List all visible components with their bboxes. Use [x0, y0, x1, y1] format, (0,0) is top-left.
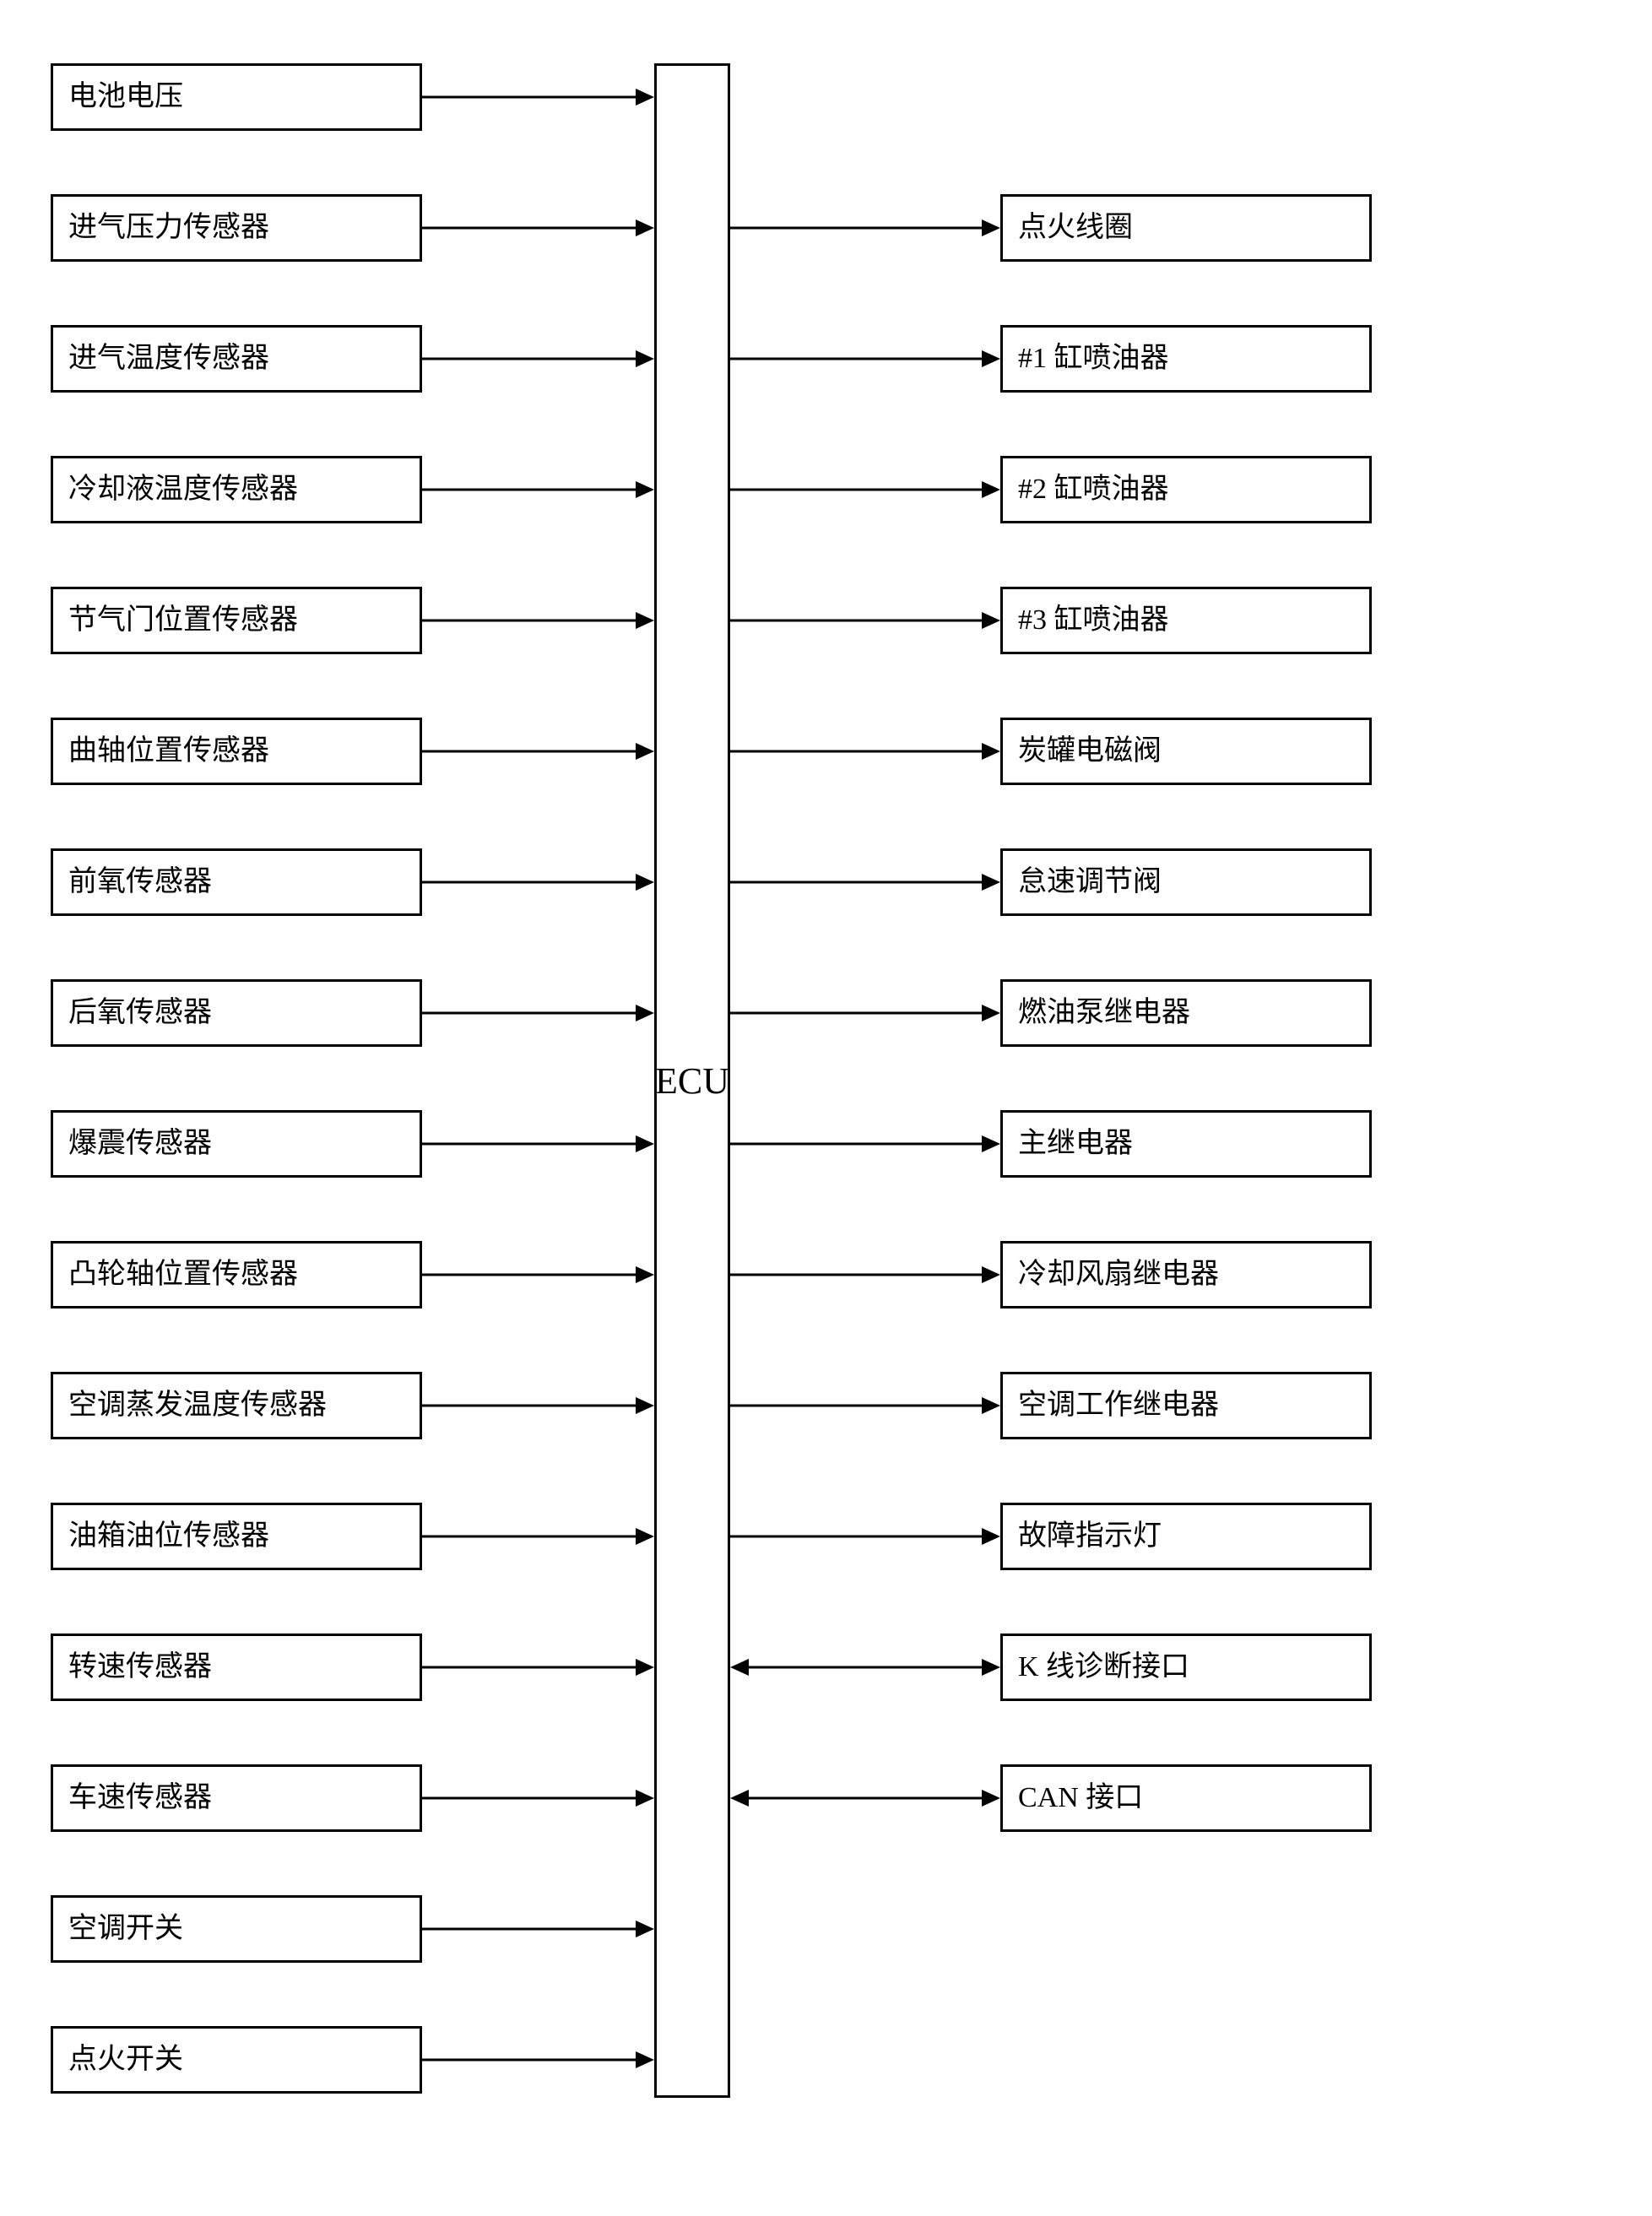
input-box: 进气压力传感器	[51, 194, 422, 262]
output-box: K 线诊断接口	[1000, 1634, 1372, 1701]
input-label: 后氧传感器	[68, 999, 212, 1027]
input-label: 点火开关	[68, 2045, 183, 2074]
ecu-block-diagram: ECU 电池电压进气压力传感器进气温度传感器冷却液温度传感器节气门位置传感器曲轴…	[25, 25, 1627, 2191]
input-box: 进气温度传感器	[51, 325, 422, 393]
input-box: 转速传感器	[51, 1634, 422, 1701]
input-box: 空调开关	[51, 1895, 422, 1963]
input-label: 进气温度传感器	[68, 344, 269, 373]
output-box: 燃油泵继电器	[1000, 979, 1372, 1047]
input-label: 冷却液温度传感器	[68, 475, 298, 504]
output-label: 冷却风扇继电器	[1018, 1260, 1219, 1289]
ecu-central-block: ECU	[654, 63, 730, 2098]
output-box: #3 缸喷油器	[1000, 587, 1372, 654]
output-box: 空调工作继电器	[1000, 1372, 1372, 1439]
output-label: #1 缸喷油器	[1018, 344, 1169, 373]
output-label: 故障指示灯	[1018, 1522, 1162, 1551]
input-label: 油箱油位传感器	[68, 1522, 269, 1551]
output-box: 怠速调节阀	[1000, 848, 1372, 916]
input-box: 冷却液温度传感器	[51, 456, 422, 523]
input-label: 车速传感器	[68, 1784, 212, 1812]
input-label: 爆震传感器	[68, 1130, 212, 1158]
output-box: 冷却风扇继电器	[1000, 1241, 1372, 1308]
input-label: 凸轮轴位置传感器	[68, 1260, 298, 1289]
output-box: 点火线圈	[1000, 194, 1372, 262]
input-label: 空调蒸发温度传感器	[68, 1391, 327, 1420]
input-label: 节气门位置传感器	[68, 606, 298, 635]
output-label: #2 缸喷油器	[1018, 475, 1169, 504]
output-label: CAN 接口	[1018, 1784, 1143, 1812]
input-label: 电池电压	[68, 83, 183, 111]
output-label: 怠速调节阀	[1018, 868, 1162, 897]
input-box: 前氧传感器	[51, 848, 422, 916]
output-label: 空调工作继电器	[1018, 1391, 1219, 1420]
input-label: 曲轴位置传感器	[68, 737, 269, 766]
input-box: 节气门位置传感器	[51, 587, 422, 654]
output-label: 点火线圈	[1018, 214, 1133, 242]
input-box: 曲轴位置传感器	[51, 718, 422, 785]
output-label: 炭罐电磁阀	[1018, 737, 1162, 766]
input-label: 转速传感器	[68, 1653, 212, 1682]
output-label: K 线诊断接口	[1018, 1653, 1189, 1682]
output-box: 炭罐电磁阀	[1000, 718, 1372, 785]
input-label: 空调开关	[68, 1915, 183, 1943]
input-box: 油箱油位传感器	[51, 1503, 422, 1570]
input-box: 空调蒸发温度传感器	[51, 1372, 422, 1439]
output-label: 主继电器	[1018, 1130, 1133, 1158]
output-box: #2 缸喷油器	[1000, 456, 1372, 523]
output-box: CAN 接口	[1000, 1764, 1372, 1832]
input-box: 电池电压	[51, 63, 422, 131]
output-box: 主继电器	[1000, 1110, 1372, 1178]
input-box: 车速传感器	[51, 1764, 422, 1832]
output-box: 故障指示灯	[1000, 1503, 1372, 1570]
input-label: 前氧传感器	[68, 868, 212, 897]
output-label: #3 缸喷油器	[1018, 606, 1169, 635]
output-box: #1 缸喷油器	[1000, 325, 1372, 393]
output-label: 燃油泵继电器	[1018, 999, 1190, 1027]
input-box: 爆震传感器	[51, 1110, 422, 1178]
input-box: 后氧传感器	[51, 979, 422, 1047]
input-box: 凸轮轴位置传感器	[51, 1241, 422, 1308]
input-box: 点火开关	[51, 2026, 422, 2094]
input-label: 进气压力传感器	[68, 214, 269, 242]
